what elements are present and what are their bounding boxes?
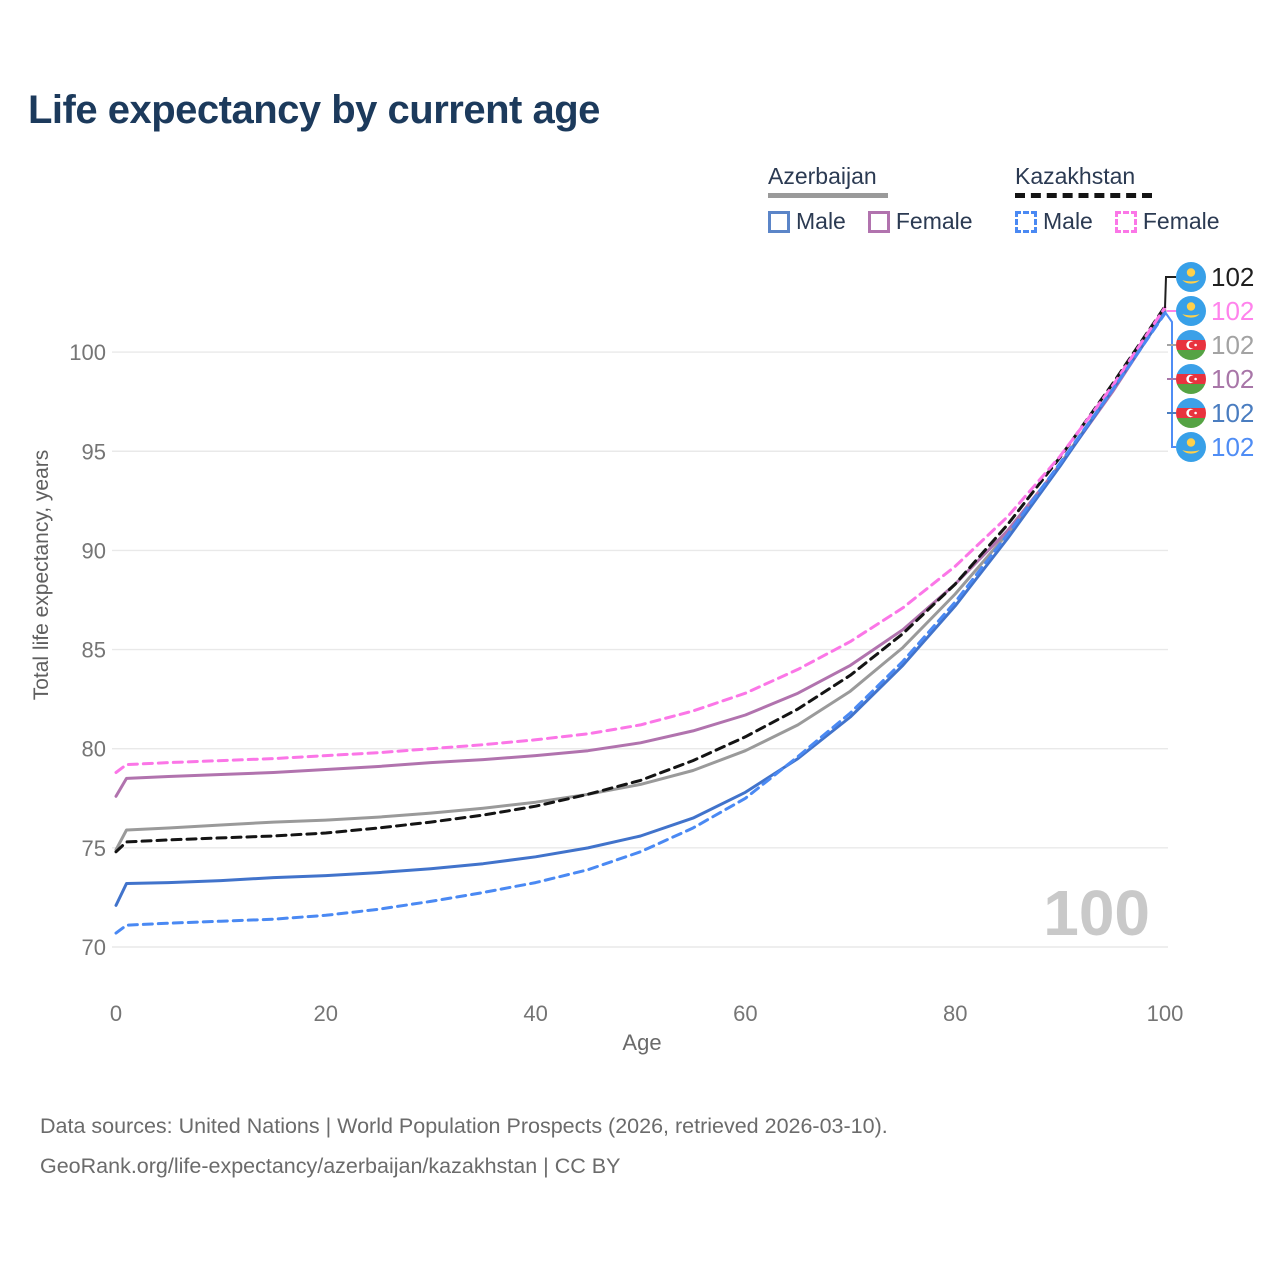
- x-tick-label: 40: [523, 1001, 547, 1026]
- end-value-label[interactable]: 102: [1211, 330, 1254, 360]
- x-tick-label: 100: [1147, 1001, 1184, 1026]
- legend-group-kazakhstan: Kazakhstan Male Female: [1015, 163, 1220, 235]
- end-label-connector: [1164, 311, 1176, 448]
- y-tick-label: 90: [82, 538, 106, 563]
- series-line-azerbaijan-male[interactable]: [114, 310, 1167, 907]
- x-tick-label: 20: [314, 1001, 338, 1026]
- series-line-azerbaijan-female[interactable]: [114, 309, 1167, 798]
- series-line-azerbaijan-total[interactable]: [114, 309, 1167, 852]
- legend-country-kazakhstan[interactable]: Kazakhstan: [1015, 163, 1136, 189]
- legend-country-azerbaijan[interactable]: Azerbaijan: [768, 163, 877, 189]
- x-tick-label: 60: [733, 1001, 757, 1026]
- attribution-text: GeoRank.org/life-expectancy/azerbaijan/k…: [40, 1154, 621, 1178]
- y-tick-label: 80: [82, 737, 106, 762]
- azerbaijan-female-swatch: [867, 210, 890, 233]
- x-tick-label: 80: [943, 1001, 967, 1026]
- series-line-kazakhstan-male[interactable]: [114, 311, 1167, 935]
- y-tick-label: 100: [69, 340, 106, 365]
- azerbaijan-male-swatch: [768, 210, 790, 233]
- series-line-kazakhstan-total[interactable]: [114, 305, 1167, 854]
- kazakhstan-male-swatch: [1015, 210, 1037, 233]
- legend-item-label: Male: [1043, 208, 1093, 234]
- legend-item-azerbaijan-female[interactable]: Female: [867, 208, 973, 235]
- end-value-label[interactable]: 102: [1211, 432, 1254, 462]
- azerbaijan-flag-icon: [1176, 398, 1206, 428]
- y-tick-label: 75: [82, 836, 106, 861]
- kazakhstan-flag-icon: [1176, 262, 1206, 292]
- legend-item-azerbaijan-male[interactable]: Male: [768, 208, 846, 235]
- y-tick-label: 95: [82, 439, 106, 464]
- footer: Data sources: United Nations | World Pop…: [40, 1106, 888, 1186]
- legend-item-kazakhstan-female[interactable]: Female: [1114, 208, 1220, 235]
- kazakhstan-female-swatch: [1114, 210, 1137, 233]
- legend-item-label: Female: [1142, 208, 1220, 234]
- legend-item-label: Male: [796, 208, 846, 234]
- y-tick-label: 85: [82, 638, 106, 663]
- end-label-connector: [1164, 276, 1176, 309]
- kazakhstan-flag-icon: [1176, 296, 1206, 326]
- age-counter-watermark: 100: [1043, 877, 1150, 949]
- legend-item-label: Female: [895, 208, 973, 234]
- kazakhstan-line-style-sample: [1015, 193, 1152, 198]
- data-sources-text: Data sources: United Nations | World Pop…: [40, 1114, 888, 1138]
- x-axis-title: Age: [622, 1030, 661, 1055]
- end-value-label[interactable]: 102: [1211, 398, 1254, 428]
- legend-group-azerbaijan: Azerbaijan Male Female: [768, 163, 973, 235]
- end-value-label[interactable]: 102: [1211, 296, 1254, 326]
- chart-title: Life expectancy by current age: [28, 88, 600, 132]
- kazakhstan-flag-icon: [1176, 432, 1206, 462]
- series-line-kazakhstan-female[interactable]: [114, 306, 1167, 774]
- azerbaijan-flag-icon: [1176, 364, 1206, 394]
- y-tick-label: 70: [82, 935, 106, 960]
- azerbaijan-line-style-sample: [768, 193, 888, 198]
- x-tick-label: 0: [110, 1001, 122, 1026]
- end-value-label[interactable]: 102: [1211, 364, 1254, 394]
- legend: Azerbaijan Male Female Kazakhstan Male F…: [0, 163, 1280, 243]
- azerbaijan-flag-icon: [1176, 330, 1206, 360]
- end-value-label[interactable]: 102: [1211, 262, 1254, 292]
- legend-item-kazakhstan-male[interactable]: Male: [1015, 208, 1093, 235]
- y-axis-title: Total life expectancy, years: [30, 450, 53, 701]
